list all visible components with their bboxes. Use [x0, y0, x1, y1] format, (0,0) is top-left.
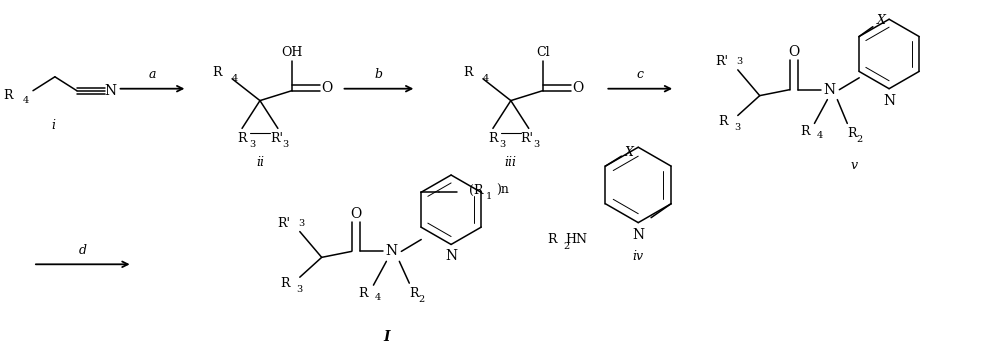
Text: 3: 3 [298, 219, 305, 228]
Text: R: R [463, 66, 473, 79]
Text: ii: ii [255, 156, 263, 169]
Text: (R: (R [469, 184, 483, 197]
Text: R: R [409, 287, 419, 300]
Text: R: R [488, 132, 498, 145]
Text: v: v [850, 158, 858, 172]
Text: R: R [719, 115, 728, 128]
Text: R': R' [276, 217, 289, 230]
Text: OH: OH [281, 47, 302, 59]
Text: N: N [632, 228, 645, 241]
Text: N: N [385, 244, 397, 258]
Text: i: i [51, 119, 55, 132]
Text: 3: 3 [737, 58, 743, 66]
Text: 3: 3 [500, 140, 506, 149]
Text: O: O [787, 45, 799, 59]
Text: 4: 4 [816, 131, 822, 140]
Text: 4: 4 [233, 74, 239, 83]
Text: 4: 4 [23, 96, 29, 105]
Text: O: O [321, 81, 332, 95]
Text: R: R [280, 277, 289, 290]
Text: R: R [800, 125, 809, 138]
Text: O: O [350, 207, 361, 221]
Text: iv: iv [633, 250, 644, 263]
Text: Cl: Cl [536, 47, 550, 59]
Text: N: N [445, 249, 457, 263]
Text: N: N [823, 83, 835, 97]
Text: 2: 2 [856, 135, 862, 144]
Text: 2: 2 [564, 242, 570, 251]
Text: R: R [547, 233, 557, 246]
Text: 2: 2 [418, 294, 424, 304]
Text: 1: 1 [485, 192, 492, 201]
Text: N: N [105, 84, 117, 98]
Text: R: R [238, 132, 247, 145]
Text: 3: 3 [249, 140, 255, 149]
Text: )n: )n [497, 184, 509, 197]
Text: d: d [79, 244, 87, 257]
Text: 4: 4 [483, 74, 489, 83]
Text: 4: 4 [374, 293, 380, 301]
Text: HN: HN [566, 233, 588, 246]
Text: N: N [883, 94, 895, 108]
Text: O: O [572, 81, 583, 95]
Text: R: R [847, 127, 857, 140]
Text: 3: 3 [282, 140, 289, 149]
Text: a: a [149, 68, 157, 81]
Text: 3: 3 [534, 140, 540, 149]
Text: X: X [625, 146, 634, 159]
Text: X: X [876, 14, 885, 27]
Text: R': R' [715, 55, 728, 68]
Text: 3: 3 [296, 285, 303, 294]
Text: 3: 3 [735, 123, 741, 132]
Text: I: I [383, 330, 389, 344]
Text: iii: iii [505, 156, 517, 169]
Text: R: R [213, 66, 223, 79]
Text: R': R' [269, 132, 282, 145]
Text: c: c [637, 68, 644, 81]
Text: b: b [375, 68, 383, 81]
Text: R': R' [521, 132, 534, 145]
Text: R: R [358, 287, 367, 300]
Text: R: R [4, 89, 13, 102]
